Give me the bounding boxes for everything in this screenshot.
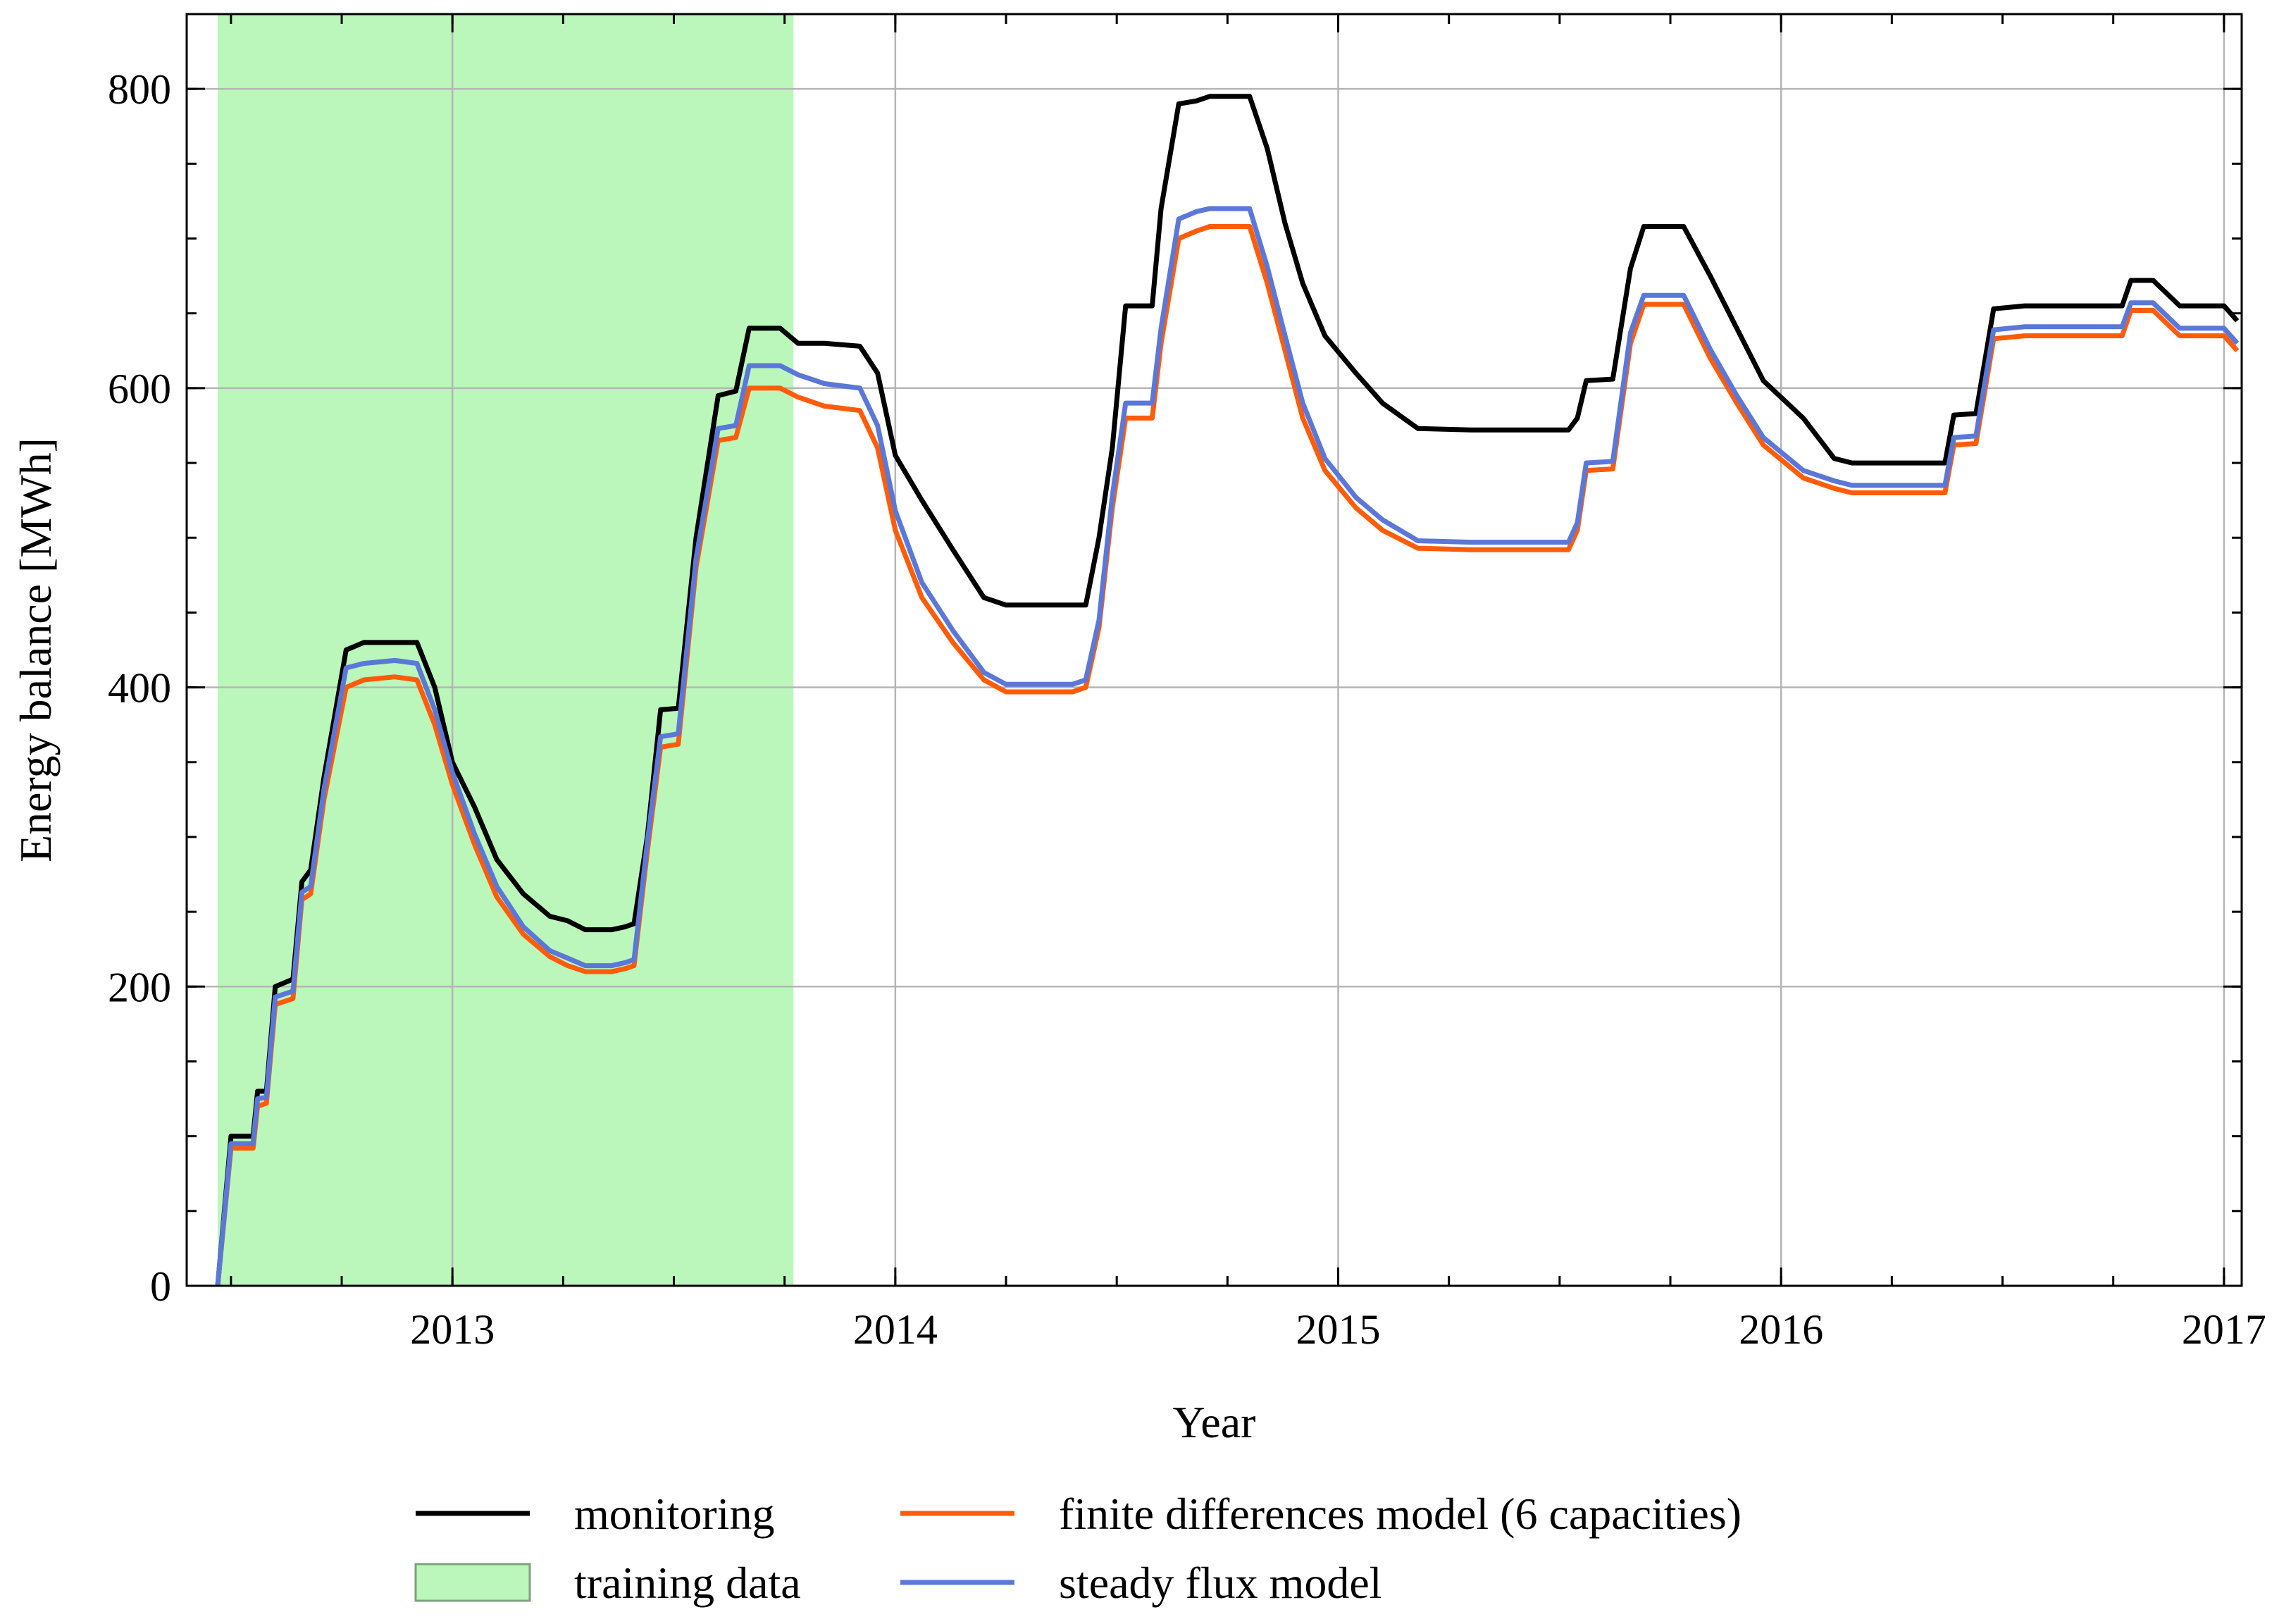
series-line-0 xyxy=(215,94,2240,1287)
series-line-1 xyxy=(215,224,2240,1287)
legend-training-data-label: training data xyxy=(574,1558,801,1608)
x-tick-label: 2013 xyxy=(410,1306,495,1353)
y-tick-label: 600 xyxy=(108,366,171,412)
y-axis-label: Energy balance [MWh] xyxy=(11,438,61,862)
training-data-region xyxy=(218,14,794,1286)
x-tick-label: 2017 xyxy=(2182,1306,2266,1353)
series-layer xyxy=(215,94,2240,1287)
legend-finite-differences-model-label: finite differences model (6 capacities) xyxy=(1059,1489,1741,1539)
series-line-2 xyxy=(215,206,2240,1287)
y-tick-label: 800 xyxy=(108,66,171,113)
legend: monitoring training data finite difference… xyxy=(414,1489,1741,1608)
x-tick-label: 2015 xyxy=(1296,1306,1381,1353)
plot-area-frame xyxy=(185,13,2243,1287)
x-axis-label: Year xyxy=(1173,1397,1256,1447)
legend-training-data-swatch xyxy=(414,1563,531,1602)
y-tick-label: 0 xyxy=(150,1263,171,1310)
y-tick-label: 400 xyxy=(108,665,171,712)
y-tick-label: 200 xyxy=(108,964,171,1010)
training-data-region-layer xyxy=(218,14,794,1286)
x-tick-label: 2014 xyxy=(853,1306,938,1353)
x-tick-label: 2016 xyxy=(1739,1306,1823,1353)
tick-layer: 2013 2014 2015 2016 2017 0 200 400 600 800 xyxy=(108,13,2266,1353)
legend-steady-flux-model-label: steady flux model xyxy=(1059,1558,1382,1608)
legend-monitoring-label: monitoring xyxy=(574,1489,774,1539)
